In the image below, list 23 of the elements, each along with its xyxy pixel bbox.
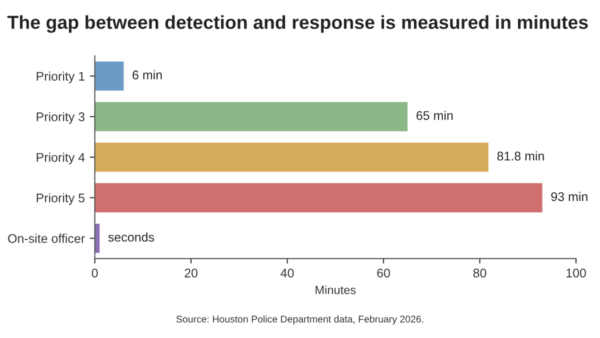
data-label: 6 min bbox=[132, 70, 162, 80]
x-tick-label: 100 bbox=[566, 268, 586, 278]
chart-title: The gap between detection and response is measured in minutes bbox=[7, 15, 588, 33]
x-tick-label: 40 bbox=[280, 268, 294, 278]
x-tick-label: 60 bbox=[377, 268, 390, 278]
bar bbox=[94, 102, 408, 132]
y-tick-label: Priority 1 bbox=[36, 72, 84, 84]
x-tick-label: 80 bbox=[473, 268, 486, 278]
y-tick-label: Priority 4 bbox=[36, 152, 85, 164]
source-note: Source: Houston Police Department data, February 2026. bbox=[176, 315, 424, 324]
y-tick-label: Priority 3 bbox=[36, 112, 85, 124]
bar bbox=[94, 61, 124, 91]
x-tick-label: 0 bbox=[92, 268, 98, 278]
bar bbox=[94, 183, 542, 212]
x-axis-title: Minutes bbox=[316, 286, 356, 294]
data-label: 93 min bbox=[551, 192, 588, 202]
bar bbox=[94, 142, 488, 172]
x-tick-label: 20 bbox=[184, 268, 198, 278]
data-label: 65 min bbox=[416, 110, 453, 120]
data-label: 81.8 min bbox=[497, 151, 544, 161]
y-tick-label: On-site officer bbox=[8, 234, 85, 243]
y-tick-label: Priority 5 bbox=[36, 193, 85, 205]
data-label: seconds bbox=[108, 232, 154, 242]
